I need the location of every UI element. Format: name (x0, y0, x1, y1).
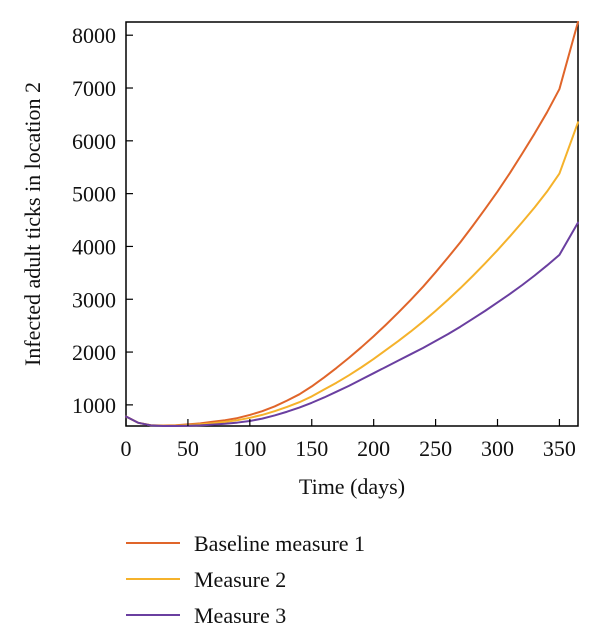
legend-item: Baseline measure 1 (126, 531, 365, 556)
x-tick-label: 250 (419, 436, 452, 461)
plot-frame (125, 21, 579, 427)
x-axis-title: Time (days) (299, 474, 405, 499)
x-tick-label: 50 (177, 436, 199, 461)
y-tick-label: 4000 (72, 234, 116, 259)
legend: Baseline measure 1 Measure 2 Measure 3 (126, 531, 365, 628)
y-tick-label: 8000 (72, 23, 116, 48)
y-axis-title: Infected adult ticks in location 2 (20, 82, 45, 366)
y-tick-label: 6000 (72, 129, 116, 154)
x-axis-ticks: 0 50 100 150 200 250 300 350 (121, 419, 576, 461)
series-layer (125, 21, 579, 427)
legend-label: Measure 3 (194, 603, 286, 628)
plot-area: 0 50 100 150 200 250 300 350 1000 2000 3000 4000 50… (72, 21, 579, 461)
legend-label: Measure 2 (194, 567, 286, 592)
x-tick-label: 0 (121, 436, 132, 461)
series-line-3 (125, 221, 579, 427)
y-tick-label: 2000 (72, 340, 116, 365)
x-tick-label: 150 (295, 436, 328, 461)
legend-item: Measure 3 (126, 603, 286, 628)
y-axis-ticks: 1000 2000 3000 4000 5000 6000 7000 8000 (72, 23, 133, 418)
x-tick-label: 300 (481, 436, 514, 461)
x-tick-label: 200 (357, 436, 390, 461)
legend-label: Baseline measure 1 (194, 531, 365, 556)
y-tick-label: 3000 (72, 287, 116, 312)
y-tick-label: 1000 (72, 393, 116, 418)
x-tick-label: 350 (543, 436, 576, 461)
legend-item: Measure 2 (126, 567, 286, 592)
y-tick-label: 7000 (72, 76, 116, 101)
y-tick-label: 5000 (72, 182, 116, 207)
series-line-2 (125, 121, 579, 427)
x-tick-label: 100 (233, 436, 266, 461)
series-line-1 (125, 21, 579, 427)
